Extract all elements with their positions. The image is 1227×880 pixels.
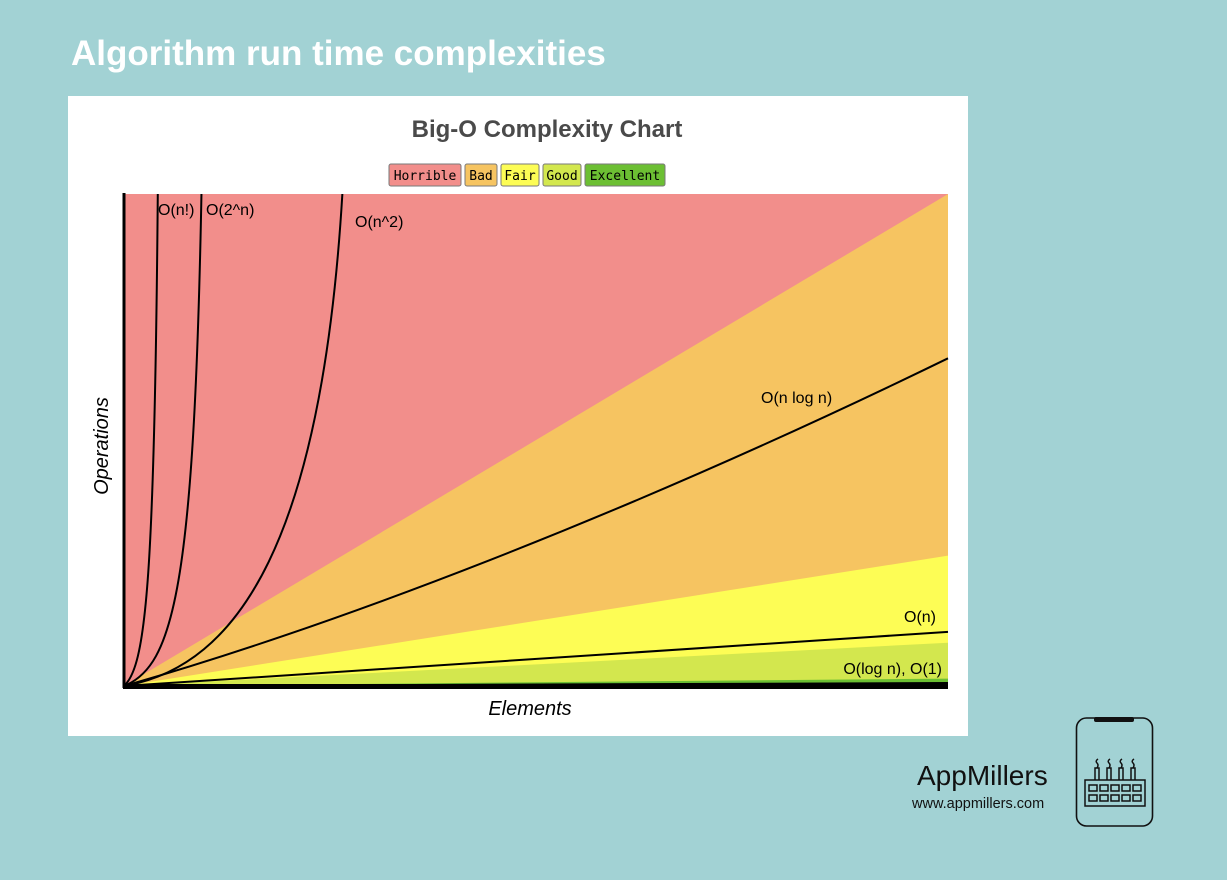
legend-swatch-bad — [464, 163, 498, 187]
curve-label: O(log n), O(1) — [843, 661, 942, 678]
factory-phone-icon — [1075, 717, 1154, 827]
legend-label-good: Good — [546, 169, 577, 184]
legend-label-fair: Fair — [504, 169, 535, 184]
curve-label: O(n!) — [158, 202, 194, 219]
page-title: Algorithm run time complexities — [71, 34, 606, 73]
legend-label-excellent: Excellent — [590, 169, 660, 184]
legend-label-horrible: Horrible — [394, 169, 457, 184]
legend-swatch-excellent — [584, 163, 666, 187]
curve-o-2-n — [123, 193, 203, 687]
curve-o-n-log-n — [123, 357, 949, 687]
legend-swatch-fair — [500, 163, 540, 187]
legend-label-bad: Bad — [469, 169, 492, 184]
curve-o-n-2 — [123, 193, 344, 687]
curve-o-n — [123, 193, 159, 687]
curve-o-n — [123, 630, 949, 687]
y-axis-label: Operations — [91, 397, 113, 495]
zone-bad — [124, 194, 948, 686]
complexity-zones — [124, 194, 948, 686]
big-o-chart: Big-O Complexity Chart Horrible Bad Fair Go… — [91, 116, 949, 720]
axes — [122, 193, 948, 689]
legend-swatch-horrible — [388, 163, 462, 187]
legend-swatch-good — [542, 163, 582, 187]
curve-label: O(2^n) — [206, 202, 254, 219]
zone-good — [124, 642, 948, 686]
curve-label: O(n^2) — [355, 214, 403, 231]
x-axis-label: Elements — [488, 698, 571, 720]
legend: Horrible Bad Fair Good Excellent — [388, 163, 666, 187]
chart-card: Big-O Complexity Chart Horrible Bad Fair Go… — [68, 96, 968, 736]
brand-url[interactable]: www.appmillers.com — [912, 796, 1045, 812]
curve-labels: O(n!) O(2^n) O(n^2) O(n log n) O(n) O(log n),… — [158, 202, 942, 678]
chart-title: Big-O Complexity Chart — [412, 116, 683, 143]
curve-label: O(n) — [904, 609, 936, 626]
curve-label: O(n log n) — [761, 390, 832, 407]
brand-name: AppMillers — [917, 760, 1048, 791]
